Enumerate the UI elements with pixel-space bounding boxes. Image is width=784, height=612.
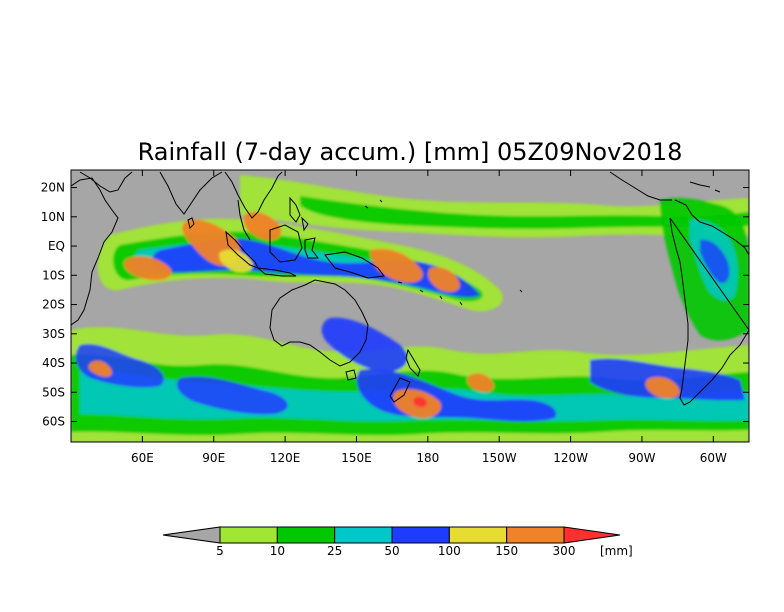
legend-tick-label: 300 [553,544,576,558]
color-legend: 5 10 25 50 100 150 300 [mm] [162,526,633,558]
coast-south-america [669,199,749,406]
rain-band-south-america-blue [700,239,730,284]
legend-tick-label: 10 [270,544,285,558]
latitude-axis: 20N 10N EQ 10S 20S 30S 40S 50S 60S [41,181,749,429]
legend-bin [448,526,508,544]
lat-tick-label: 60S [42,415,65,429]
rain-heavy-south-atlantic [645,376,680,399]
coast-indochina [224,171,283,219]
legend-bin [391,526,450,544]
lon-tick-label: 120W [553,451,588,465]
legend-bins [219,526,565,544]
legend-unit-label: [mm] [600,544,633,558]
legend-tick-label: 50 [384,544,399,558]
lon-tick-label: 180 [416,451,439,465]
legend-under-triangle [162,526,221,544]
map-border [70,169,750,443]
legend-over-triangle [563,526,621,544]
coast-tasmania [345,369,357,381]
coast-new-guinea [324,251,385,279]
legend-tick-label: 150 [495,544,518,558]
lat-tick-label: 50S [42,385,65,399]
rain-heavy-south-china-sea [243,211,282,241]
rainfall-field [71,171,749,442]
rain-heavy-sumatra [219,249,253,273]
lat-tick-label: 20S [42,298,65,312]
lat-tick-label: 20N [41,181,65,195]
rain-heavy-red-center [413,396,427,407]
rain-heavy-spcz [428,267,460,293]
lat-tick-label: 40S [42,356,65,370]
legend-tick-label: 25 [327,544,342,558]
coast-new-zealand-south [389,377,411,403]
legend-tick-label: 5 [216,544,224,558]
longitude-axis: 60E 90E 120E 150E 180 150W 120W 90W 60W [131,170,727,465]
map-frame: 60E 90E 120E 150E 180 150W 120W 90W 60W 20N 10N EQ… [41,169,750,465]
coast-java [256,267,297,277]
coast-pacific-islands [364,199,523,306]
coast-caribbean [689,181,721,193]
coast-central-america [609,171,672,201]
coast-arabia [79,171,133,193]
rain-heavy-indian-southwest [88,360,112,377]
rain-heavy-indian-ocean-eq [124,256,172,281]
lat-tick-label: 10N [41,210,65,224]
coast-philippines [289,196,309,232]
legend-bin [506,526,565,544]
lon-tick-label: 60E [131,451,154,465]
coastlines [71,171,749,406]
lon-tick-label: 150E [341,451,372,465]
rain-heavy-southern-pacific [467,373,494,393]
rain-band-itcz-north-green [300,196,749,229]
legend-labels: 5 10 25 50 100 150 300 [216,544,575,558]
coast-australia [269,279,369,367]
lat-tick-label: 30S [42,327,65,341]
coast-sri-lanka [187,217,195,229]
lon-tick-label: 90W [628,451,655,465]
lon-tick-label: 150W [482,451,517,465]
lon-tick-label: 60W [700,451,727,465]
legend-bin [276,526,336,544]
map-title: Rainfall (7-day accum.) [mm] 05Z09Nov201… [138,138,683,166]
lat-tick-label: EQ [48,239,65,253]
coast-new-zealand-north [405,348,421,377]
rain-band-tasman-blue [321,317,408,372]
legend-bin [334,526,393,544]
coast-borneo [269,224,303,263]
lon-tick-label: 90E [202,451,225,465]
rain-band-indian-ocean-south-blue [75,343,164,388]
legend-tick-label: 100 [438,544,461,558]
coast-india [159,171,223,215]
coast-sulawesi [304,237,319,259]
legend-bin [219,526,278,544]
coast-malay [237,199,251,241]
rain-heavy-solomon [370,248,423,283]
lon-tick-label: 120E [270,451,301,465]
rain-band-indian-ocean-south-blue-2 [176,376,288,415]
lat-tick-label: 10S [42,268,65,282]
